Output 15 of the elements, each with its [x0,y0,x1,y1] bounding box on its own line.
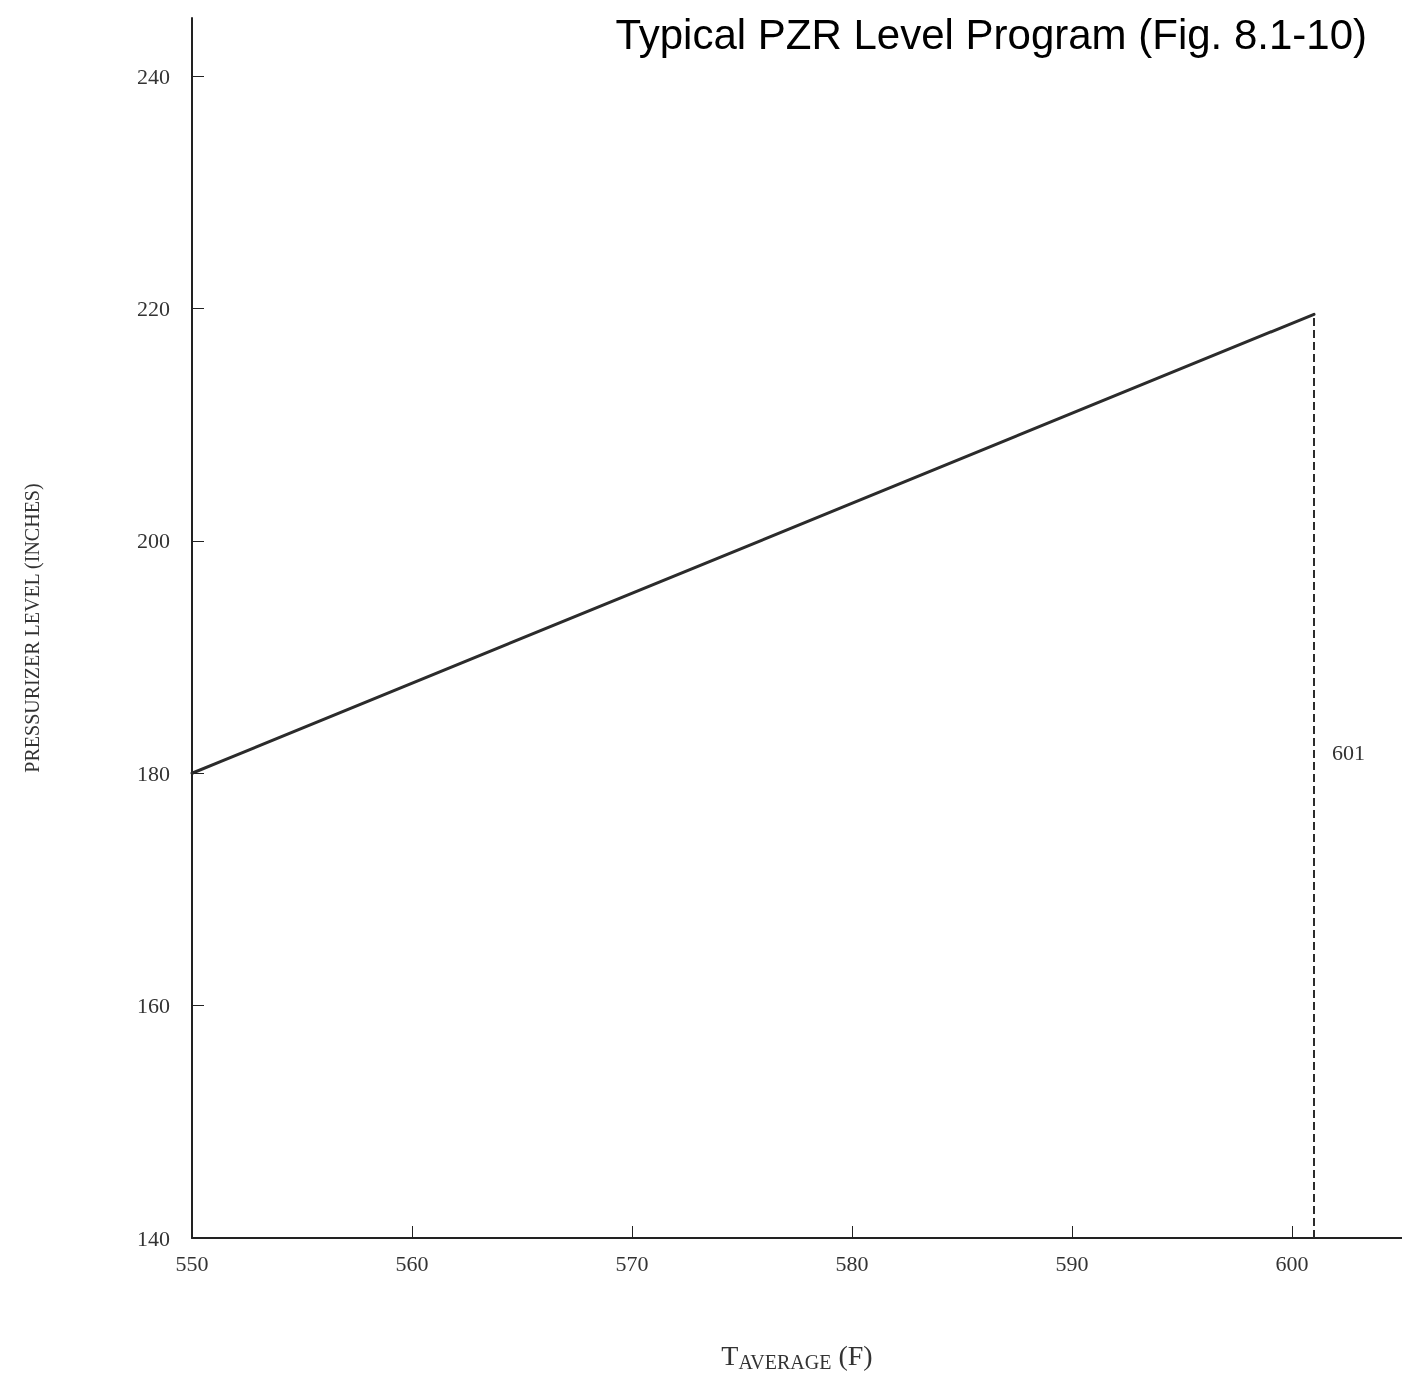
y-tick-label: 140 [137,1225,170,1251]
x-tick-label: 570 [615,1250,649,1276]
y-tick-label: 220 [137,295,170,321]
x-tick-label: 550 [175,1250,209,1276]
y-tick-label: 180 [137,760,170,786]
y-tick-label: 160 [137,993,170,1019]
x-tick-label: 590 [1055,1250,1089,1276]
chart-title: Typical PZR Level Program (Fig. 8.1-10) [615,10,1367,58]
x-tick-label: 560 [395,1250,429,1276]
x-tick-label: 600 [1275,1250,1309,1276]
y-tick-label: 200 [137,528,170,554]
x-tick-label: 580 [835,1250,869,1276]
ref-line-label: 601 [1332,740,1365,766]
y-tick-label: 240 [137,63,170,89]
y-axis-title: PRESSURIZER LEVEL (INCHES) [21,483,44,773]
